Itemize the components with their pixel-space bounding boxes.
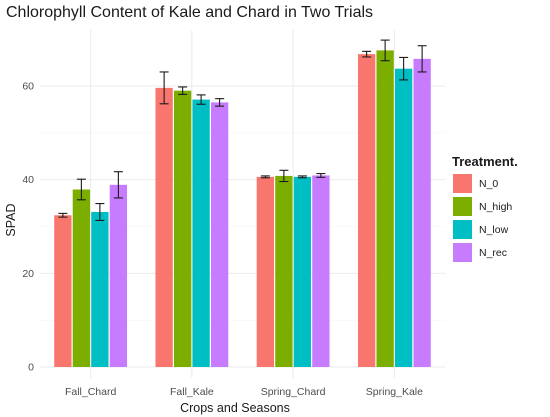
- legend-label: N_0: [479, 178, 498, 190]
- bar: [54, 215, 72, 367]
- bar: [376, 50, 394, 367]
- bar: [109, 184, 128, 367]
- x-axis: Fall_Chard Fall_Kale Spring_Chard Spring_Ka…: [65, 386, 423, 398]
- y-axis-label: SPAD: [4, 203, 18, 236]
- bar: [312, 175, 330, 367]
- y-axis: 0 20 40 60: [22, 81, 34, 374]
- bar: [91, 211, 109, 367]
- x-axis-label: Crops and Seasons: [180, 401, 290, 415]
- legend-swatch: [453, 197, 472, 216]
- bar: [192, 99, 210, 367]
- legend-label: N_high: [479, 201, 512, 213]
- bar: [72, 189, 91, 367]
- bar: [357, 54, 376, 368]
- chart-title: Chlorophyll Content of Kale and Chard in…: [6, 4, 373, 21]
- y-tick-label: 0: [28, 362, 34, 374]
- x-tick-label: Spring_Kale: [366, 386, 423, 398]
- legend-title: Treatment.: [452, 154, 518, 169]
- x-tick-label: Fall_Chard: [65, 386, 117, 398]
- bar: [256, 176, 275, 367]
- legend-swatch: [453, 174, 472, 193]
- bar: [394, 68, 413, 368]
- legend-label: N_rec: [479, 247, 507, 259]
- bar: [155, 87, 173, 367]
- legend-swatch: [453, 220, 472, 239]
- bar: [210, 102, 229, 368]
- bar: [173, 90, 192, 367]
- bar: [293, 176, 312, 367]
- x-tick-label: Fall_Kale: [170, 386, 214, 398]
- bars: [54, 50, 431, 368]
- legend-label: N_low: [479, 224, 509, 236]
- legend: Treatment. N_0 N_high N_low N_rec: [452, 154, 518, 262]
- bar: [413, 58, 431, 367]
- bar: [275, 175, 293, 367]
- x-tick-label: Spring_Chard: [261, 386, 326, 398]
- legend-swatch: [453, 243, 472, 262]
- y-tick-label: 20: [22, 268, 34, 280]
- y-tick-label: 60: [22, 81, 34, 93]
- error-bars: [58, 39, 427, 221]
- y-tick-label: 40: [22, 174, 34, 186]
